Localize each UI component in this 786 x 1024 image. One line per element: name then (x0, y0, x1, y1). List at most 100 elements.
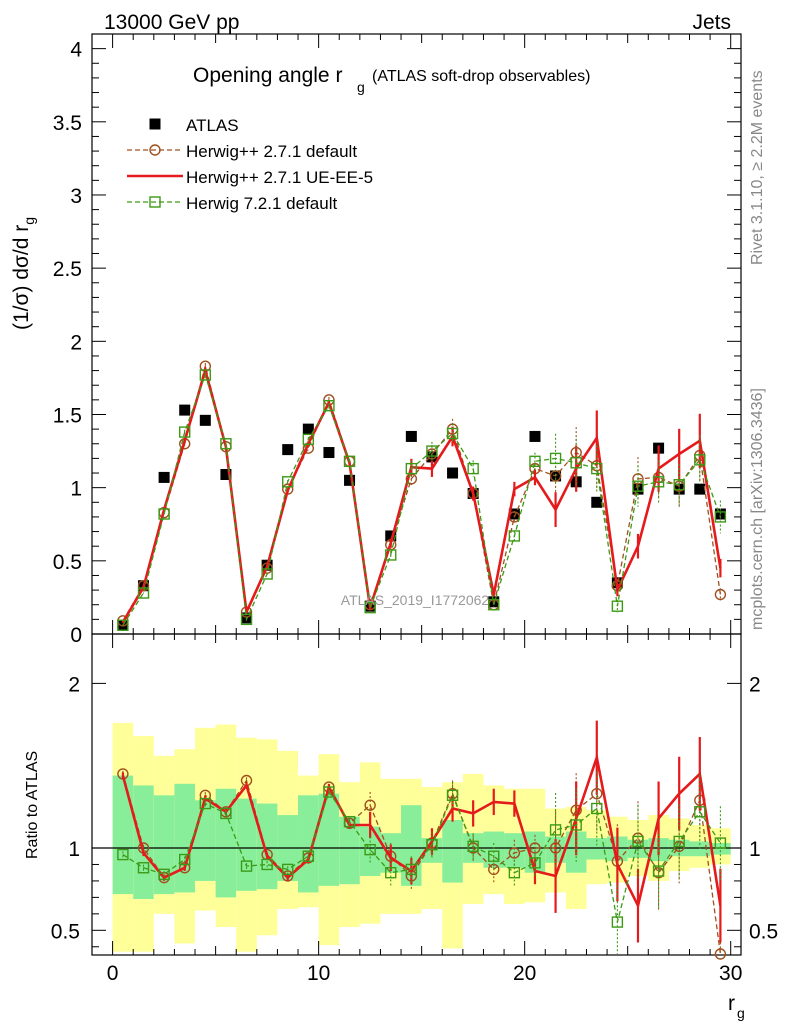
legend-entry: ATLAS (149, 116, 239, 135)
data-point-data (426, 451, 438, 463)
data-point-data (158, 471, 170, 483)
data-point-herwig7 (426, 445, 438, 457)
y-tick-label: 1 (70, 478, 82, 501)
y-tick-label: 0.5 (53, 551, 82, 574)
data-point-herwig7 (591, 462, 603, 475)
title-extra: (ATLAS soft-drop observables) (372, 68, 590, 85)
data-point-herwig7 (508, 866, 521, 879)
data-point-data (302, 423, 314, 435)
data-point-herwig7 (385, 866, 397, 879)
data-point-herwig7 (488, 850, 500, 862)
data-point-herwig7 (446, 789, 459, 802)
data-point-herwig7 (446, 427, 459, 440)
data-point-data (405, 430, 417, 442)
legend-entry: Herwig 7.2.1 default (127, 194, 337, 213)
series-line-herwig_ueee5 (121, 365, 722, 623)
data-point-herwig7 (694, 806, 706, 818)
legend-marker (149, 118, 161, 130)
y-axis-title-main: (1/σ) dσ/d rg (10, 217, 37, 330)
data-point-data (508, 508, 520, 520)
data-point-herwig_default (714, 588, 727, 601)
data-point-data (282, 444, 294, 456)
data-point-herwig7 (570, 457, 582, 469)
data-point-herwig7 (323, 400, 335, 412)
data-point-data (447, 467, 459, 479)
y-tick-label: 2 (70, 331, 82, 354)
y-tick-label-right: 2 (749, 673, 761, 696)
uncertainty-band-inner (586, 838, 608, 860)
data-point-herwig7 (302, 850, 315, 862)
data-point-herwig7 (694, 454, 706, 466)
series-line-herwig7 (122, 372, 722, 626)
mcplots-label: mcplots.cern.ch [arXiv:1306.3436] (749, 388, 766, 630)
y-axis-title-ratio: Ratio to ATLAS (24, 751, 41, 859)
data-point-herwig7 (117, 619, 129, 631)
data-point-herwig7 (467, 462, 479, 475)
data-point-herwig7 (137, 862, 150, 874)
x-axis-title: r g (728, 992, 745, 1021)
y-tick-label: 0.5 (51, 920, 80, 943)
data-point-herwig7 (714, 837, 727, 849)
data-point-herwig7 (158, 868, 170, 881)
data-point-herwig7 (158, 508, 170, 520)
data-point-herwig7 (364, 601, 376, 614)
data-point-herwig7 (426, 839, 438, 851)
x-tick-label: 20 (513, 962, 536, 985)
data-point-herwig7 (488, 599, 500, 611)
data-point-herwig7 (282, 863, 294, 876)
data-point-herwig7 (529, 455, 541, 468)
data-point-herwig7 (240, 860, 253, 872)
data-point-herwig7 (261, 858, 273, 871)
data-point-herwig7 (364, 843, 376, 856)
series-line-herwig_default (122, 363, 722, 622)
uncertainty-band-inner (359, 826, 381, 876)
y-tick-label: 2.5 (53, 258, 82, 281)
data-point-data (199, 414, 211, 426)
data-point-herwig7 (467, 840, 479, 853)
data-point-herwig7 (652, 476, 665, 488)
data-point-herwig7 (343, 815, 356, 828)
rivet-label: Rivet 3.1.10, ≥ 2.2M events (749, 70, 766, 265)
data-point-herwig7 (405, 863, 418, 876)
ratio-frame (91, 633, 742, 956)
data-point-herwig7 (282, 476, 294, 488)
data-point-herwig7 (179, 426, 191, 438)
watermark: ATLAS_2019_I1772062 (341, 592, 490, 608)
svg-text:r: r (728, 992, 735, 1015)
uncertainty-band-inner (133, 785, 154, 900)
data-point-herwig7 (549, 824, 562, 836)
data-point-herwig7 (673, 835, 685, 848)
x-tick-label: 10 (307, 962, 330, 985)
data-point-herwig7 (220, 807, 232, 820)
y-tick-label: 2 (68, 673, 80, 696)
collision-label: 13000 GeV pp (104, 11, 239, 34)
uncertainty-band-inner (504, 833, 525, 868)
plot-title: Opening angle r g (ATLAS soft-drop obser… (193, 64, 590, 95)
data-point-herwig7 (529, 857, 541, 869)
data-point-herwig7 (323, 786, 335, 798)
uncertainty-band-inner (256, 803, 278, 890)
uncertainty-band-inner (710, 843, 731, 855)
data-point-herwig7 (549, 452, 562, 465)
main-panel: 0 0.5 1 1.5 2 2.5 3 3.5 4 (53, 33, 742, 647)
title-sub: g (357, 79, 365, 95)
data-point-herwig_default (508, 847, 521, 859)
process-label: Jets (692, 11, 731, 34)
uncertainty-band-inner (339, 816, 360, 885)
data-point-data (591, 496, 603, 508)
data-point-herwig7 (591, 802, 603, 815)
uncertainty-band-inner (215, 788, 237, 898)
data-point-herwig7 (137, 587, 150, 599)
data-point-data (220, 468, 232, 480)
data-point-herwig7 (405, 462, 418, 475)
ratio-panel: 0.5 0.51 12 20 10 20 30 (51, 633, 778, 985)
uncertainty-band-inner (112, 775, 134, 895)
data-point-herwig7 (199, 369, 212, 381)
data-point-herwig_default (529, 842, 541, 854)
data-point-herwig7 (611, 600, 624, 612)
data-point-herwig7 (385, 549, 397, 561)
legend-entry: Herwig++ 2.7.1 default (127, 142, 357, 161)
uncertainty-band-inner (689, 841, 711, 857)
data-point-herwig7 (343, 455, 356, 468)
legend-label: Herwig 7.2.1 default (186, 194, 337, 213)
